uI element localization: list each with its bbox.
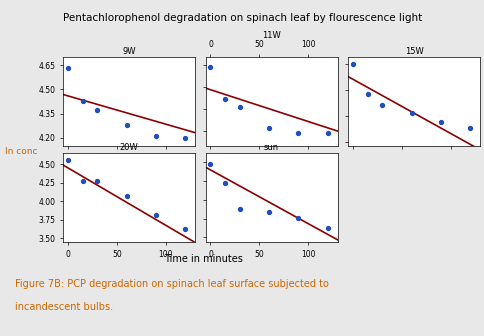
Point [235,105,243,110]
Point [64,158,72,163]
Point [122,193,130,199]
Point [294,130,302,135]
Point [221,180,228,186]
Point [348,61,356,66]
Title: 15W: 15W [404,47,423,56]
Point [152,212,160,217]
Title: 20W: 20W [120,143,138,152]
Point [466,125,473,130]
Text: ln conc: ln conc [5,147,37,156]
Point [181,135,189,140]
Point [323,130,331,135]
Point [206,65,214,70]
Point [407,111,415,116]
Point [78,98,86,103]
Text: Pentachlorophenol degradation on spinach leaf by flourescence light: Pentachlorophenol degradation on spinach… [63,13,421,23]
Point [323,225,331,230]
Title: 11W: 11W [262,31,280,40]
Point [78,178,86,184]
Point [436,120,444,125]
Text: Figure 7B: PCP degradation on spinach leaf surface subjected to: Figure 7B: PCP degradation on spinach le… [15,279,328,289]
Point [181,227,189,232]
Text: Time in minutes: Time in minutes [164,254,242,264]
Text: incandescent bulbs.: incandescent bulbs. [15,302,112,312]
Point [235,207,243,212]
Point [294,215,302,220]
Point [122,122,130,128]
Point [378,103,385,108]
Point [206,162,214,167]
Point [93,178,101,184]
Point [64,66,72,71]
Point [152,134,160,139]
Point [265,209,272,215]
Point [221,96,228,101]
Title: 9W: 9W [122,47,136,56]
Title: sun: sun [263,143,279,152]
Point [93,108,101,113]
Point [363,91,371,96]
Point [265,126,272,131]
